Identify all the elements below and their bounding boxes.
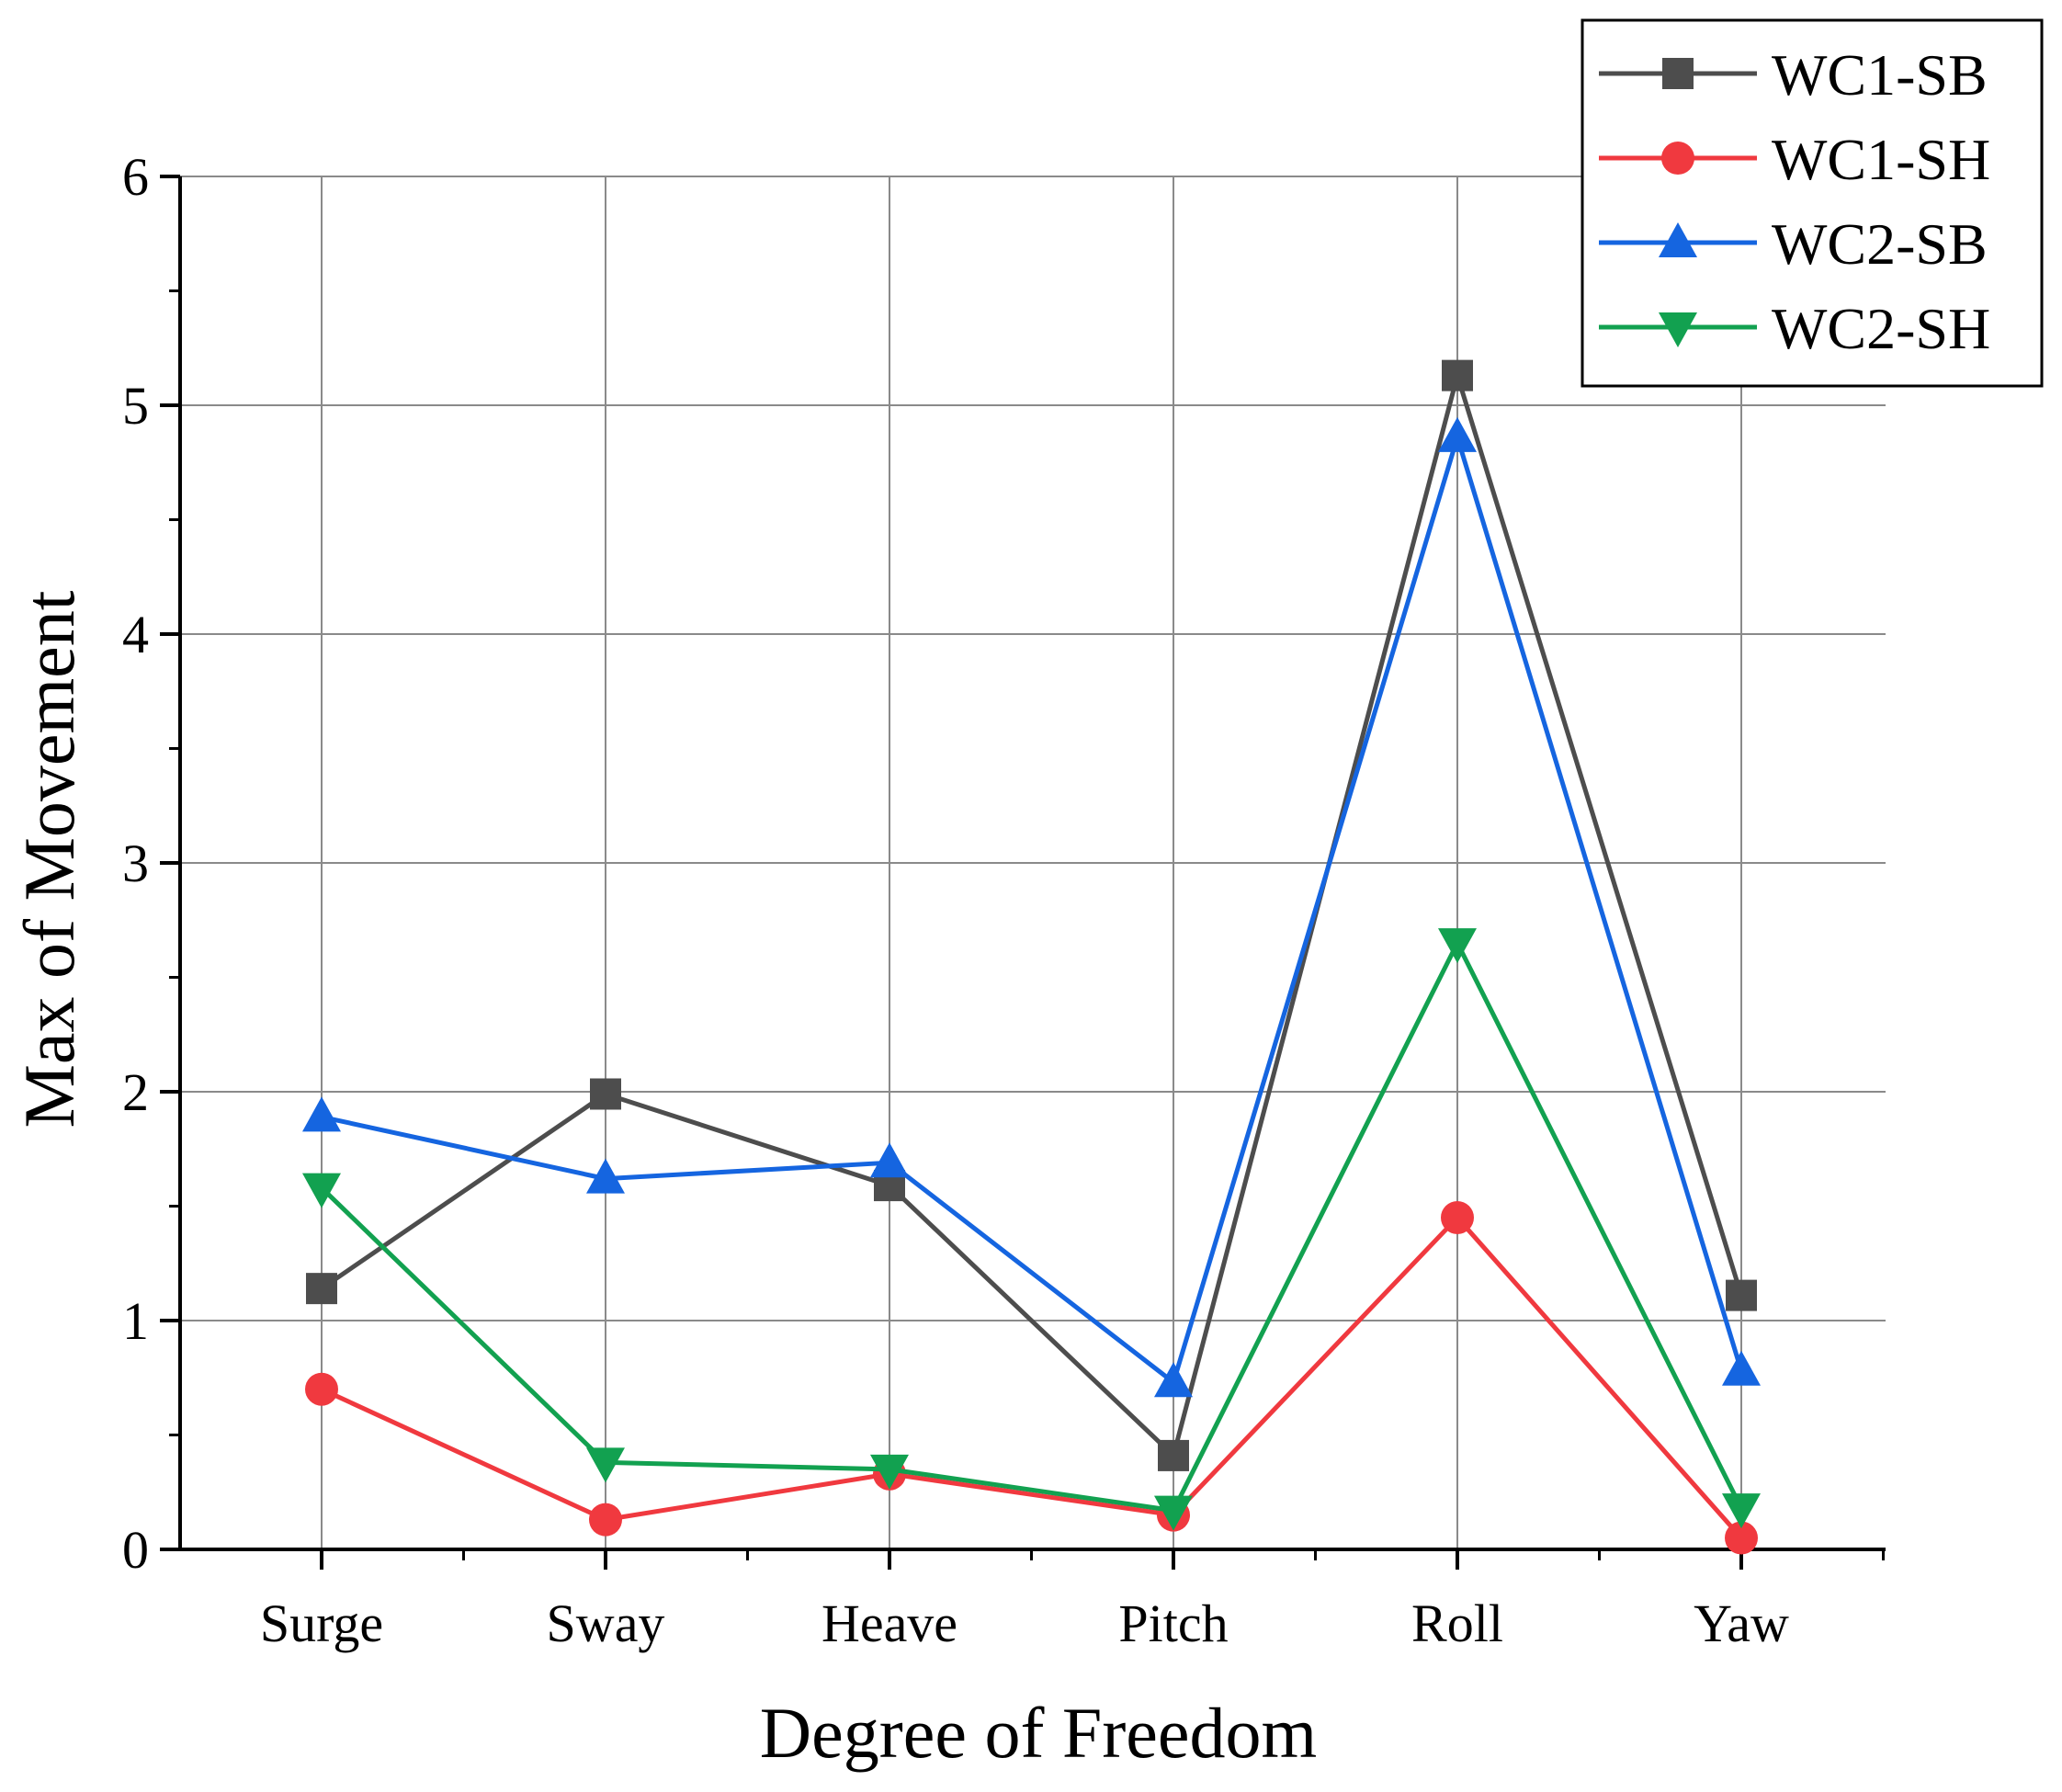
- data-point-wc1-sb: [1158, 1439, 1189, 1471]
- legend-marker-wc2-sb: [1659, 222, 1697, 257]
- legend-item-wc2-sb: WC2-SB: [1599, 211, 1988, 277]
- legend: WC1-SB WC1-SH WC2-SB WC2-SH: [1580, 18, 2044, 388]
- y-axis-title: Max of Movement: [9, 590, 89, 1128]
- data-point-wc2-sb: [1722, 1350, 1761, 1386]
- data-point-wc1-sb: [1442, 359, 1473, 391]
- y-tick-label: 6: [122, 147, 149, 207]
- data-point-wc2-sb: [586, 1158, 625, 1194]
- data-point-wc2-sh: [870, 1454, 909, 1490]
- legend-marker-wc2-sh: [1659, 312, 1697, 347]
- data-point-wc2-sh: [302, 1173, 341, 1208]
- axes: 0 1 2 3 4 5 6 Surge Sway Heave Pitch Roll Yaw: [122, 147, 1886, 1653]
- series-wc1-sh: [305, 1200, 1758, 1555]
- series-wc2-sh: [302, 928, 1761, 1531]
- data-point-wc2-sb: [1154, 1362, 1193, 1398]
- data-point-wc2-sh: [1438, 928, 1477, 964]
- legend-label: WC1-SH: [1772, 127, 1990, 192]
- grid: [180, 176, 1886, 1549]
- data-point-wc1-sb: [590, 1078, 621, 1110]
- series-wc1-sb: [306, 359, 1757, 1471]
- y-tick-label: 3: [122, 834, 149, 893]
- data-point-wc1-sb: [1726, 1279, 1757, 1311]
- series-line-wc2-sb: [321, 435, 1744, 1385]
- legend-label: WC2-SH: [1772, 296, 1990, 361]
- y-tick-label: 0: [122, 1520, 149, 1580]
- series-wc2-sb: [302, 416, 1761, 1398]
- y-tick-label: 4: [122, 605, 149, 664]
- legend-item-wc2-sh: WC2-SH: [1599, 296, 1990, 361]
- series-layer: [302, 359, 1761, 1555]
- data-point-wc2-sb: [870, 1142, 909, 1178]
- data-point-wc2-sb: [1438, 416, 1477, 452]
- series-line-wc2-sh: [320, 940, 1744, 1514]
- data-point-wc1-sh: [1725, 1521, 1758, 1555]
- legend-marker-wc1-sb: [1662, 58, 1694, 89]
- data-point-wc2-sb: [302, 1096, 341, 1132]
- y-tick-label: 5: [122, 376, 149, 436]
- legend-label: WC2-SB: [1772, 211, 1988, 277]
- data-point-wc2-sh: [586, 1447, 625, 1483]
- legend-label: WC1-SB: [1772, 42, 1988, 108]
- series-line-wc1-sb: [320, 373, 1744, 1458]
- data-point-wc1-sh: [1441, 1200, 1474, 1234]
- x-tick-label: Pitch: [1118, 1594, 1228, 1653]
- x-tick-label: Heave: [821, 1594, 957, 1653]
- data-point-wc1-sb: [306, 1273, 337, 1305]
- data-point-wc2-sh: [1154, 1495, 1193, 1531]
- x-tick-label: Sway: [547, 1594, 665, 1653]
- data-point-wc1-sh: [589, 1503, 622, 1537]
- x-axis-title: Degree of Freedom: [760, 1693, 1317, 1773]
- legend-item-wc1-sb: WC1-SB: [1599, 42, 1988, 108]
- y-tick-label: 1: [122, 1291, 149, 1351]
- legend-item-wc1-sh: WC1-SH: [1599, 127, 1990, 192]
- x-tick-label: Yaw: [1694, 1594, 1789, 1653]
- x-tick-label: Roll: [1411, 1594, 1503, 1653]
- data-point-wc2-sh: [1722, 1493, 1761, 1529]
- x-tick-label: Surge: [260, 1594, 383, 1653]
- legend-marker-wc1-sh: [1661, 142, 1694, 175]
- y-tick-label: 2: [122, 1062, 149, 1122]
- series-line-wc1-sh: [320, 1215, 1743, 1540]
- data-point-wc1-sh: [305, 1372, 338, 1406]
